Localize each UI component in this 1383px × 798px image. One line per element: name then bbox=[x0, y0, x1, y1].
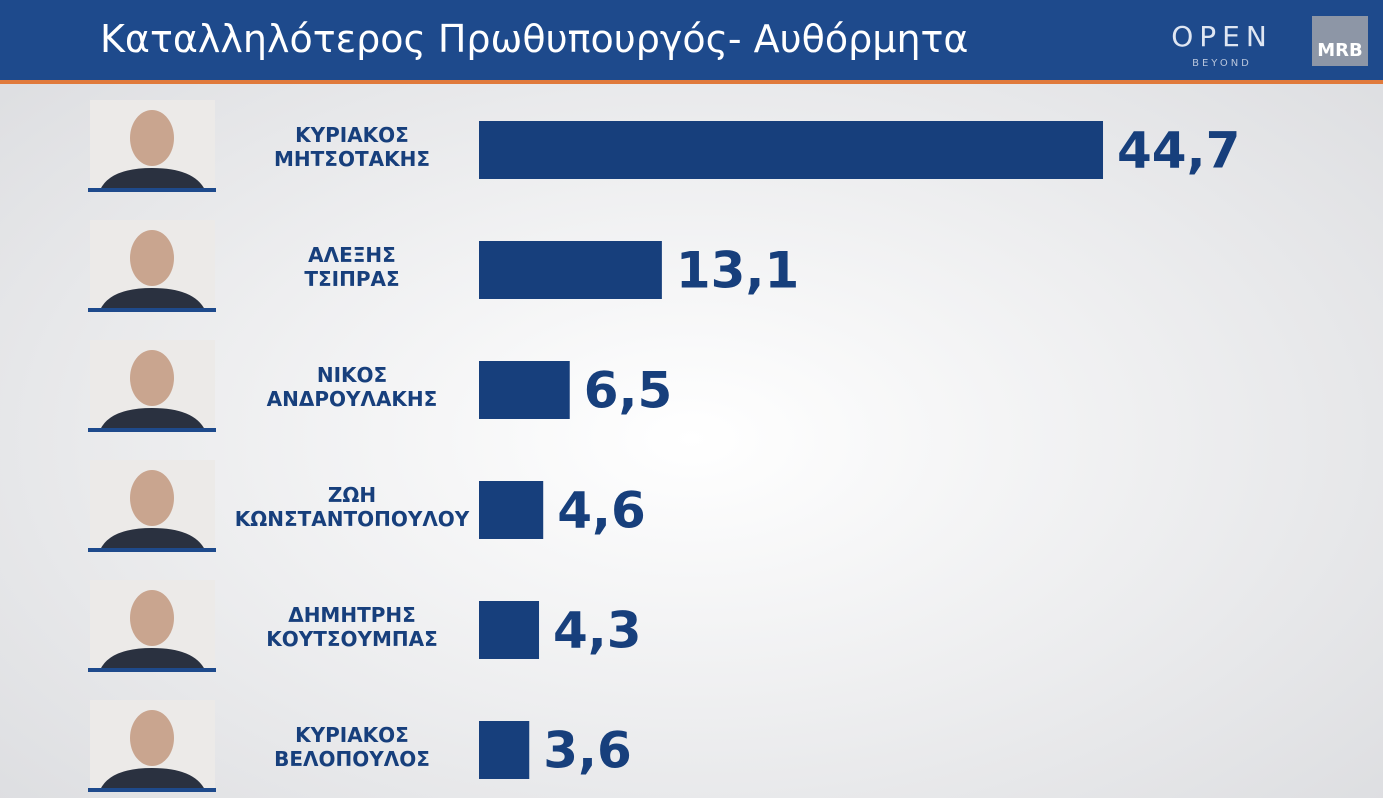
photo-body bbox=[100, 648, 205, 670]
value-label: 4,6 bbox=[557, 482, 646, 540]
category-label: ΚΟΥΤΣΟΥΜΠΑΣ bbox=[266, 627, 438, 651]
header-accent bbox=[0, 80, 1383, 84]
photo-underline bbox=[88, 428, 216, 432]
category-label: ΒΕΛΟΠΟΥΛΟΣ bbox=[274, 747, 430, 771]
photo-head bbox=[130, 350, 174, 406]
category-label: ΚΥΡΙΑΚΟΣ bbox=[295, 123, 409, 147]
photo-underline bbox=[88, 188, 216, 192]
photo-head bbox=[130, 470, 174, 526]
photo-head bbox=[130, 110, 174, 166]
photo-body bbox=[100, 768, 205, 790]
bar bbox=[479, 601, 540, 659]
category-label: ΝΙΚΟΣ bbox=[317, 363, 387, 387]
bar bbox=[479, 361, 570, 419]
logo: OPEN bbox=[1171, 20, 1273, 53]
chart-title: Καταλληλότερος Πρωθυπουργός- Αυθόρμητα bbox=[100, 17, 968, 61]
category-label: ΑΛΕΞΗΣ bbox=[308, 243, 396, 267]
photo-head bbox=[130, 230, 174, 286]
photo-underline bbox=[88, 308, 216, 312]
value-label: 4,3 bbox=[553, 602, 642, 660]
badge: MRB bbox=[1317, 40, 1363, 61]
photo-underline bbox=[88, 788, 216, 792]
bar bbox=[479, 241, 662, 299]
photo-underline bbox=[88, 548, 216, 552]
photo-head bbox=[130, 710, 174, 766]
value-label: 3,6 bbox=[543, 722, 632, 780]
photo-body bbox=[100, 288, 205, 310]
bar bbox=[479, 721, 530, 779]
category-label: ΚΩΝΣΤΑΝΤΟΠΟΥΛΟΥ bbox=[235, 507, 470, 531]
photo-head bbox=[130, 590, 174, 646]
value-label: 13,1 bbox=[676, 242, 799, 300]
bar bbox=[479, 481, 544, 539]
badge-box bbox=[1312, 16, 1368, 66]
header-bar bbox=[0, 0, 1383, 80]
category-label: ΑΝΔΡΟΥΛΑΚΗΣ bbox=[267, 387, 438, 411]
logo-sub: BEYOND bbox=[1192, 58, 1252, 69]
category-label: ΤΣΙΠΡΑΣ bbox=[304, 267, 399, 291]
category-label: ΚΥΡΙΑΚΟΣ bbox=[295, 723, 409, 747]
photo-body bbox=[100, 408, 205, 430]
category-label: ΔΗΜΗΤΡΗΣ bbox=[288, 603, 416, 627]
category-label: ΖΩΗ bbox=[328, 483, 376, 507]
value-label: 6,5 bbox=[584, 362, 673, 420]
bar bbox=[479, 121, 1104, 179]
photo-underline bbox=[88, 668, 216, 672]
value-label: 44,7 bbox=[1117, 122, 1240, 180]
photo-body bbox=[100, 168, 205, 190]
category-label: ΜΗΤΣΟΤΑΚΗΣ bbox=[274, 147, 430, 171]
photo-body bbox=[100, 528, 205, 550]
